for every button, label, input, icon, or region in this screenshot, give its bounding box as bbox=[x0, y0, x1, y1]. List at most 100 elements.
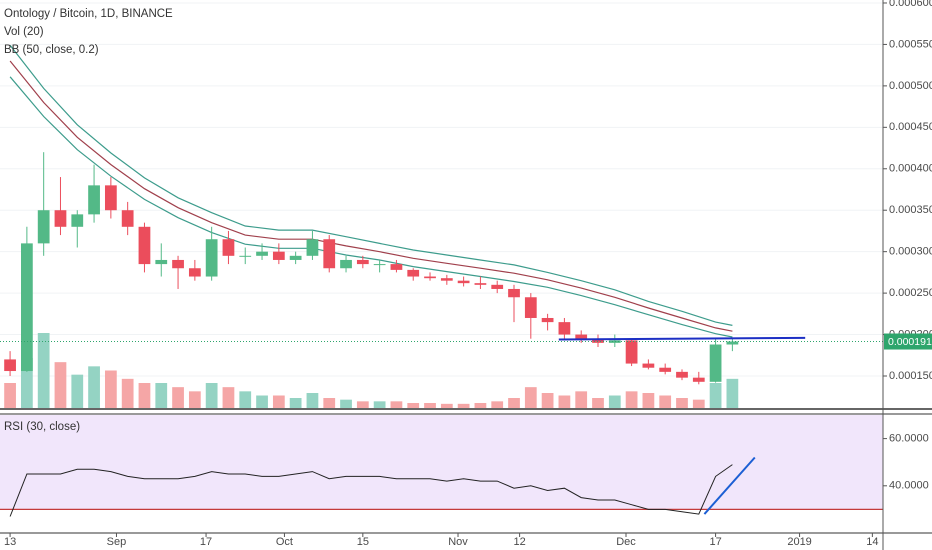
x-tick-label: 15 bbox=[357, 536, 369, 548]
volume-bar bbox=[608, 395, 621, 408]
candle-body bbox=[474, 283, 487, 285]
candle-body bbox=[390, 264, 403, 270]
volume-bar bbox=[558, 395, 571, 408]
volume-bar bbox=[222, 387, 235, 408]
volume-bar bbox=[20, 358, 33, 408]
candle-body bbox=[172, 259, 184, 269]
x-tick-label: Dec bbox=[616, 536, 636, 548]
volume-bar bbox=[4, 383, 16, 408]
volume-bar bbox=[88, 366, 100, 408]
volume-bar bbox=[625, 391, 638, 408]
volume-bar bbox=[642, 393, 655, 408]
x-tick-label: 13 bbox=[4, 536, 16, 548]
candle-body bbox=[4, 359, 16, 372]
volume-bar bbox=[491, 401, 504, 408]
candle-body bbox=[508, 288, 520, 298]
chart-title: Ontology / Bitcoin, 1D, BINANCE bbox=[4, 8, 173, 20]
volume-bar bbox=[323, 398, 336, 408]
volume-bar bbox=[709, 383, 722, 408]
candle-body bbox=[676, 371, 688, 378]
bb-upper bbox=[9, 44, 733, 326]
volume-bar bbox=[457, 403, 470, 408]
volume-bar bbox=[407, 403, 420, 408]
x-tick-label: 17 bbox=[200, 536, 212, 548]
candle-body bbox=[205, 239, 218, 277]
candle-body bbox=[256, 251, 268, 256]
volume-bar bbox=[272, 395, 285, 408]
volume-bar bbox=[474, 403, 487, 408]
volume-bar bbox=[676, 398, 688, 408]
candle-body bbox=[272, 251, 285, 260]
candle-body bbox=[356, 259, 369, 265]
candle-body bbox=[306, 239, 319, 256]
candle-body bbox=[340, 259, 352, 269]
volume-bar bbox=[592, 398, 604, 408]
volume-bar bbox=[155, 383, 168, 408]
volume-bar bbox=[356, 401, 369, 408]
volume-bar bbox=[390, 401, 403, 408]
volume-bar bbox=[289, 398, 302, 408]
candle-body bbox=[541, 317, 554, 323]
candle-body bbox=[692, 377, 705, 382]
candle-body bbox=[608, 340, 621, 343]
candle-body bbox=[625, 340, 638, 364]
rsi-trend-line bbox=[703, 456, 756, 515]
volume-bar bbox=[340, 399, 352, 408]
volume-bar bbox=[256, 395, 268, 408]
candle-body bbox=[659, 367, 672, 372]
rsi-label: RSI (30, close) bbox=[4, 421, 80, 433]
x-tick-label: Oct bbox=[276, 536, 293, 548]
last-price-label: 0.0001916 bbox=[888, 336, 932, 348]
candle-body bbox=[440, 278, 453, 281]
y-tick-label: 60.0000 bbox=[889, 433, 929, 445]
volume-bar bbox=[71, 374, 84, 408]
x-tick-label: 14 bbox=[866, 536, 878, 548]
volume-bar bbox=[424, 403, 436, 408]
rsi-band bbox=[0, 415, 883, 510]
candle-body bbox=[491, 284, 504, 289]
candle-body bbox=[407, 269, 420, 277]
volume-bar bbox=[524, 387, 537, 408]
candle-body bbox=[323, 239, 336, 269]
volume-bar bbox=[239, 391, 252, 408]
x-tick-label: 2019 bbox=[787, 536, 811, 548]
candle-body bbox=[37, 210, 50, 244]
volume-bar bbox=[659, 395, 672, 408]
candle-body bbox=[222, 239, 235, 256]
bb-label: BB (50, close, 0.2) bbox=[4, 44, 99, 56]
candle-body bbox=[592, 338, 604, 343]
volume-bar bbox=[172, 387, 184, 408]
x-tick-label: Sep bbox=[107, 536, 127, 548]
candle-body bbox=[709, 344, 722, 382]
candle-body bbox=[188, 268, 201, 277]
candle-body bbox=[424, 276, 436, 279]
volume-bar bbox=[37, 333, 50, 408]
volume-label: Vol (20) bbox=[4, 26, 44, 38]
volume-bar bbox=[575, 391, 588, 408]
candle-body bbox=[155, 259, 168, 265]
candle-body bbox=[726, 341, 739, 345]
candle-body bbox=[524, 297, 537, 318]
candle-body bbox=[289, 255, 302, 260]
candle-body bbox=[138, 226, 151, 265]
candle-body bbox=[54, 210, 67, 227]
volume-bar bbox=[508, 398, 520, 408]
volume-bar bbox=[205, 383, 218, 408]
last-price-box bbox=[884, 333, 932, 350]
trend-line bbox=[558, 336, 806, 341]
candle-body bbox=[642, 363, 655, 368]
volume-bar bbox=[54, 362, 67, 408]
volume-bar bbox=[121, 378, 134, 408]
x-tick-label: Nov bbox=[448, 536, 468, 548]
volume-bar bbox=[306, 393, 319, 408]
volume-bar bbox=[104, 370, 117, 408]
candle-body bbox=[373, 264, 386, 266]
